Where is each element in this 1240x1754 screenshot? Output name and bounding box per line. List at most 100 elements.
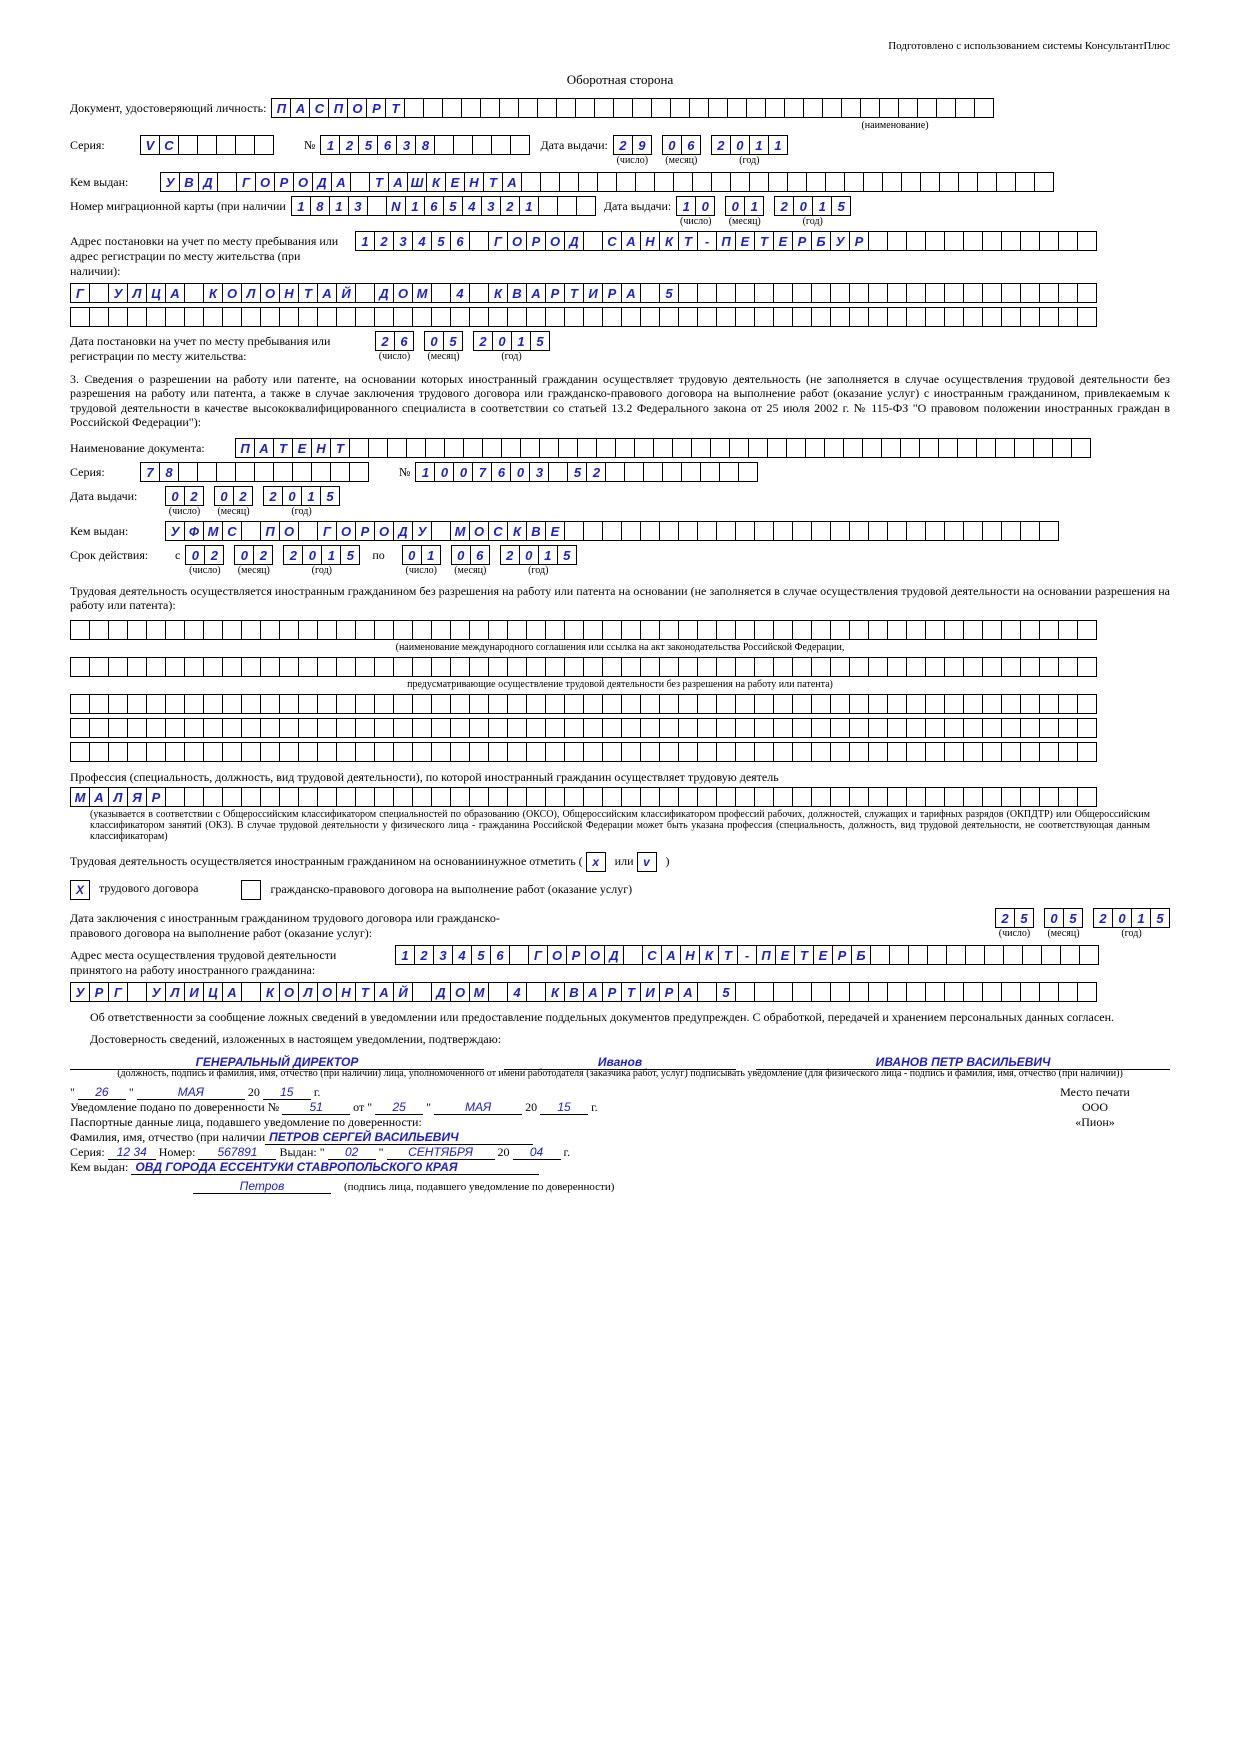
cell: 0 [510,462,530,482]
cell [868,718,888,738]
cell [127,718,147,738]
cell [735,982,755,1002]
cell [749,172,769,192]
cell: К [659,231,679,251]
cell: К [545,982,565,1002]
cd-month: 05 [1044,908,1083,928]
cell [615,438,635,458]
cell: О [279,982,299,1002]
cell: 5 [831,196,851,216]
cell [824,438,844,458]
cell [1001,694,1021,714]
cell [108,742,128,762]
cell [507,694,527,714]
cell: 5 [471,945,491,965]
cell [860,98,880,118]
cell [349,438,369,458]
g-suf3: г. [564,1145,571,1159]
check2[interactable] [241,880,261,900]
seria-cells: VC [140,135,274,155]
cell [735,718,755,738]
cell [556,98,576,118]
cell: С [488,521,508,541]
pion: «Пион» [1020,1115,1170,1130]
cell: Е [813,945,833,965]
cell [184,742,204,762]
cell [292,462,312,482]
cell [906,521,926,541]
pass-details: Серия: 12 34 Номер: 567891 Выдан: " 02 "… [70,1145,1020,1160]
cell [387,438,407,458]
cell [317,307,337,327]
cell [1003,945,1023,965]
cell [317,657,337,677]
cell [355,620,375,640]
cell [499,98,519,118]
year-cells: 2011 [711,135,788,155]
cell [1001,787,1021,807]
cell [564,307,584,327]
cell [178,135,198,155]
cell [678,620,698,640]
cell [906,718,926,738]
cell [936,98,956,118]
cell: К [507,521,527,541]
cell [944,742,964,762]
check1[interactable]: Х [70,880,90,900]
cell [849,718,869,738]
cell [908,945,928,965]
cell: 5 [567,462,587,482]
st-day: 01 [402,545,441,565]
fio-value: ПЕТРОВ СЕРГЕЙ ВАСИЛЬЕВИЧ [265,1130,533,1145]
ps-val: 12 34 [108,1145,156,1160]
note1: (наименование международного соглашения … [70,642,1170,653]
cell [982,694,1002,714]
cell: 5 [443,196,463,216]
cell [412,787,432,807]
cell [1058,283,1078,303]
c3: (число) [379,351,410,362]
cell [108,307,128,327]
trud-text: Трудовая деятельность осуществляется ино… [70,584,1170,613]
cell [336,307,356,327]
cell: Д [198,172,218,192]
cell [659,694,679,714]
cell: Ц [146,283,166,303]
cell: С [602,231,622,251]
cell [735,694,755,714]
cell: 2 [473,331,493,351]
cell: С [309,98,329,118]
cell [488,620,508,640]
cell: Н [279,283,299,303]
cell [594,98,614,118]
cell [165,787,185,807]
cell [355,657,375,677]
cell: 4 [412,231,432,251]
cell: К [426,172,446,192]
cell [222,657,242,677]
cell [127,742,147,762]
cell [811,694,831,714]
cell [578,172,598,192]
cell [1039,620,1059,640]
cell [887,982,907,1002]
cell [887,657,907,677]
cell: 3 [529,462,549,482]
cell: У [412,521,432,541]
cell [602,742,622,762]
cell: Н [311,438,331,458]
cell: Т [483,172,503,192]
cell [434,135,454,155]
cell [235,462,255,482]
cell [640,657,660,677]
cell [982,982,1002,1002]
cell: 2 [233,486,253,506]
ot-label: от [353,1100,364,1114]
cell: 3 [481,196,501,216]
cell [678,694,698,714]
cell [944,620,964,640]
cell [518,98,538,118]
pseria-cells: 78 [140,462,369,482]
cell: Р [566,945,586,965]
cell [735,620,755,640]
